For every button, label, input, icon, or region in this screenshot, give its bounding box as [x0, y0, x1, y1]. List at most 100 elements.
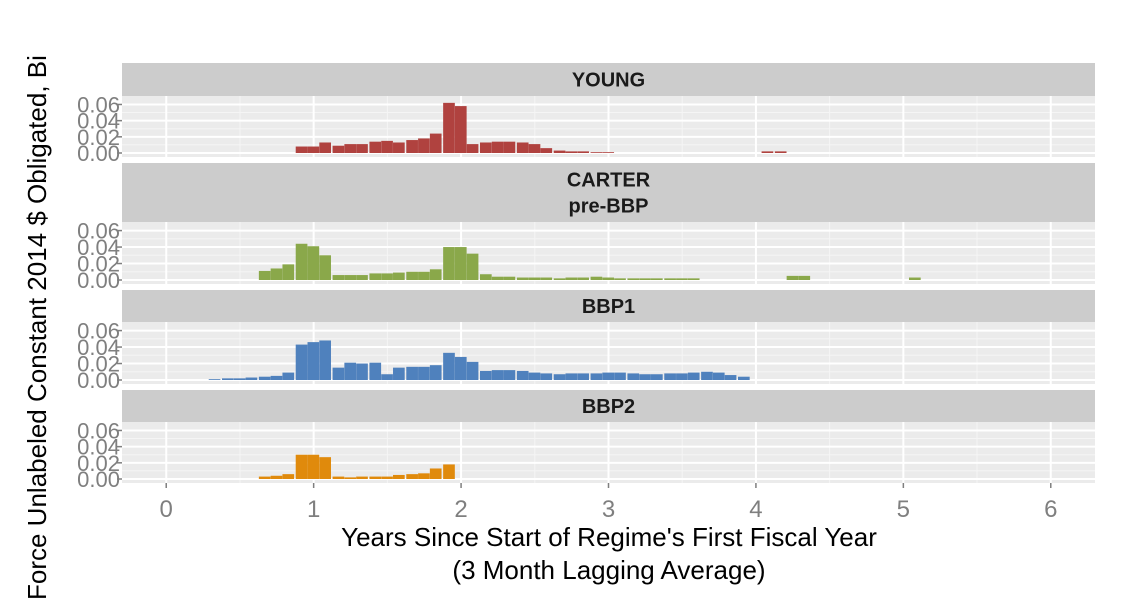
histogram-bar: [687, 278, 700, 280]
histogram-bar: [258, 376, 271, 380]
histogram-bar: [270, 268, 283, 280]
facet-strip-background: [122, 390, 1095, 422]
histogram-bar: [381, 140, 393, 153]
histogram-bar: [418, 366, 430, 380]
histogram-bar: [295, 146, 308, 153]
histogram-bar: [429, 468, 442, 479]
histogram-bar: [540, 148, 553, 153]
histogram-bar: [429, 133, 442, 153]
histogram-bar: [369, 476, 382, 479]
histogram-bar: [540, 277, 553, 280]
histogram-bar: [712, 372, 725, 380]
histogram-bar: [307, 454, 320, 479]
facet-strip-label: YOUNG: [572, 70, 645, 92]
histogram-bar: [565, 277, 578, 280]
facet-strip-background: [122, 290, 1095, 322]
histogram-bar: [491, 141, 504, 153]
x-tick-label: 3: [602, 496, 615, 523]
histogram-bar: [676, 373, 688, 380]
histogram-bar: [429, 365, 442, 380]
histogram-bar: [393, 272, 405, 280]
histogram-bar: [516, 370, 529, 380]
histogram-bar: [602, 277, 615, 280]
histogram-bar: [528, 144, 541, 153]
histogram-bar: [761, 151, 774, 153]
histogram-bar: [319, 457, 331, 479]
facet-strip-label: CARTER: [567, 170, 651, 192]
histogram-bar: [307, 342, 320, 380]
histogram-bar: [724, 375, 737, 380]
histogram-bar: [208, 379, 221, 380]
x-axis-title: Years Since Start of Regime's First Fisc…: [341, 522, 877, 552]
histogram-bar: [344, 362, 357, 380]
histogram-bar: [406, 140, 418, 153]
histogram-bar: [516, 142, 529, 153]
histogram-bar: [577, 151, 589, 153]
histogram-bar: [319, 340, 331, 380]
histogram-bar: [491, 370, 504, 380]
histogram-bar: [454, 247, 467, 280]
y-tick-label: 0.06: [77, 219, 120, 244]
histogram-bar: [553, 278, 566, 280]
histogram-bar: [332, 476, 345, 479]
facet-strip-label: pre-BBP: [568, 196, 648, 218]
facet-strip-background: [122, 163, 1095, 222]
x-tick-label: 0: [160, 496, 173, 523]
facet-panel: BBP1 0.000.020.040.06: [77, 290, 1095, 393]
histogram-bar: [639, 374, 651, 380]
y-tick-label: 0.02: [77, 352, 120, 377]
histogram-bar: [528, 277, 541, 280]
histogram-bar: [381, 273, 393, 280]
histogram-bar: [590, 373, 603, 380]
histogram-bar: [344, 275, 357, 280]
histogram-bar: [356, 144, 368, 153]
histogram-bar: [577, 277, 589, 280]
histogram-bar: [369, 141, 382, 153]
histogram-bar: [627, 373, 640, 380]
histogram-bar: [381, 374, 393, 380]
facet-panels: YOUNG0.000.020.040.06CARTERpre-BBP0.000.…: [77, 63, 1095, 492]
histogram-bar: [687, 372, 700, 380]
histogram-bar: [393, 142, 405, 153]
y-tick-label: 0.02: [77, 451, 120, 476]
histogram-bar: [307, 146, 320, 153]
y-tick-label: 0.02: [77, 252, 120, 277]
histogram-bar: [503, 141, 516, 153]
x-tick-label: 2: [454, 496, 467, 523]
histogram-bar: [443, 247, 455, 280]
histogram-bar: [664, 278, 676, 280]
histogram-bar: [443, 352, 455, 380]
histogram-bar: [503, 276, 516, 280]
histogram-bar: [295, 243, 308, 280]
histogram-bar: [565, 151, 578, 153]
y-tick-label: 0.06: [77, 92, 120, 117]
histogram-bar: [540, 373, 553, 380]
histogram-bar: [614, 278, 626, 280]
histogram-bar: [332, 145, 345, 153]
histogram-bar: [602, 372, 615, 380]
facet-strip-background: [122, 63, 1095, 96]
facet-strip-label: BBP1: [582, 296, 635, 318]
x-tick-label: 1: [307, 496, 320, 523]
histogram-bar: [466, 253, 479, 280]
histogram-bar: [737, 376, 750, 380]
facet-panel: CARTER pre-BBP 0.000.020.040.06: [77, 163, 1095, 293]
histogram-bar: [307, 246, 320, 280]
histogram-bar: [676, 278, 688, 280]
histogram-bar: [356, 275, 368, 280]
y-tick-label: 0.04: [77, 335, 120, 360]
histogram-bar: [516, 277, 529, 280]
facet-strip-label: BBP2: [582, 396, 635, 418]
y-tick-label: 0.06: [77, 319, 120, 344]
histogram-bar: [356, 363, 368, 380]
histogram-bar: [258, 476, 271, 479]
histogram-bar: [258, 270, 271, 280]
histogram-bar: [774, 151, 787, 153]
histogram-bar: [479, 274, 492, 280]
histogram-bar: [406, 271, 418, 280]
histogram-bar: [565, 373, 578, 380]
y-tick-label: 0.00: [77, 268, 120, 293]
facet-panel: YOUNG 0.000.020.040.06: [77, 63, 1095, 166]
histogram-bar: [639, 278, 651, 280]
